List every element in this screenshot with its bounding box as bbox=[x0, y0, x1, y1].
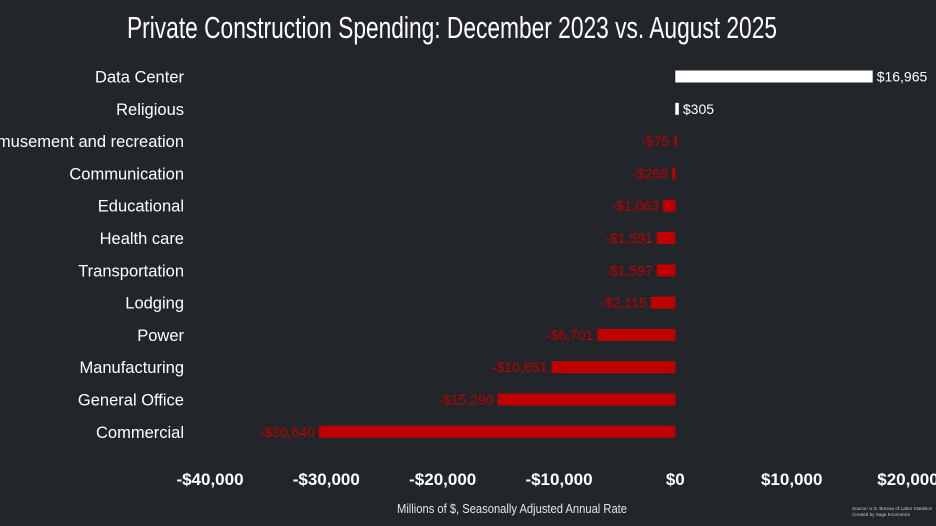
data-label-10: -$15,290 bbox=[438, 392, 493, 408]
source-line-1: Source: U.S. Bureau of Labor Statistics bbox=[852, 506, 933, 511]
x-axis-label: Millions of $, Seasonally Adjusted Annua… bbox=[397, 501, 627, 516]
bar-8 bbox=[597, 328, 676, 341]
bars-group bbox=[318, 70, 873, 438]
data-label-1: $305 bbox=[683, 101, 714, 117]
category-label-0: Data Center bbox=[95, 69, 184, 87]
bar-10 bbox=[497, 393, 676, 406]
source-line-2: Created by Sage Economics bbox=[852, 512, 911, 517]
data-label-8: -$6,701 bbox=[546, 327, 594, 343]
data-label-3: -$269 bbox=[632, 165, 668, 181]
category-label-5: Health care bbox=[100, 230, 184, 248]
data-label-2: -$75 bbox=[641, 133, 669, 149]
bar-4 bbox=[663, 199, 676, 212]
data-label-9: -$10,651 bbox=[492, 359, 547, 375]
data-label-6: -$1,597 bbox=[605, 262, 653, 278]
category-label-11: Commercial bbox=[96, 424, 184, 442]
bar-5 bbox=[656, 232, 676, 244]
data-label-7: -$2,115 bbox=[600, 295, 647, 311]
category-label-3: Communication bbox=[69, 165, 184, 183]
category-label-1: Religious bbox=[116, 101, 184, 119]
category-labels: Data Center Religious Amusement and recrea… bbox=[0, 69, 184, 442]
x-tick-0: -$40,000 bbox=[176, 470, 243, 489]
category-label-2: Amusement and recreation bbox=[0, 133, 184, 151]
data-label-0: $16,965 bbox=[877, 69, 928, 85]
x-tick-5: $10,000 bbox=[761, 470, 822, 489]
category-label-8: Power bbox=[137, 327, 184, 345]
x-axis-ticks: -$40,000 -$30,000 -$20,000 -$10,000 $0 $10,00… bbox=[176, 470, 936, 489]
bar-9 bbox=[551, 361, 676, 374]
bar-11 bbox=[318, 425, 676, 438]
bar-2 bbox=[674, 135, 677, 148]
x-tick-1: -$30,000 bbox=[293, 470, 360, 489]
bar-1 bbox=[675, 102, 679, 115]
category-label-7: Lodging bbox=[125, 295, 184, 313]
category-label-9: Manufacturing bbox=[79, 359, 184, 377]
category-label-6: Transportation bbox=[78, 262, 184, 280]
x-tick-4: $0 bbox=[666, 470, 685, 489]
data-label-5: -$1,591 bbox=[605, 230, 653, 246]
data-label-11: -$30,640 bbox=[260, 424, 315, 440]
bar-3 bbox=[672, 167, 676, 180]
category-label-4: Educational bbox=[98, 198, 184, 216]
x-tick-3: -$10,000 bbox=[525, 470, 592, 489]
x-tick-2: -$20,000 bbox=[409, 470, 476, 489]
bar-0 bbox=[675, 70, 873, 83]
bar-7 bbox=[650, 296, 676, 309]
category-label-10: General Office bbox=[78, 392, 184, 410]
bar-6 bbox=[656, 264, 676, 277]
chart-title: Private Construction Spending: December … bbox=[127, 10, 777, 45]
data-label-4: -$1,063 bbox=[612, 198, 660, 214]
x-tick-6: $20,000 bbox=[877, 470, 936, 489]
data-labels: $16,965 $305 -$75 -$269 -$1,063 -$1,591 -$1,59… bbox=[260, 69, 928, 440]
